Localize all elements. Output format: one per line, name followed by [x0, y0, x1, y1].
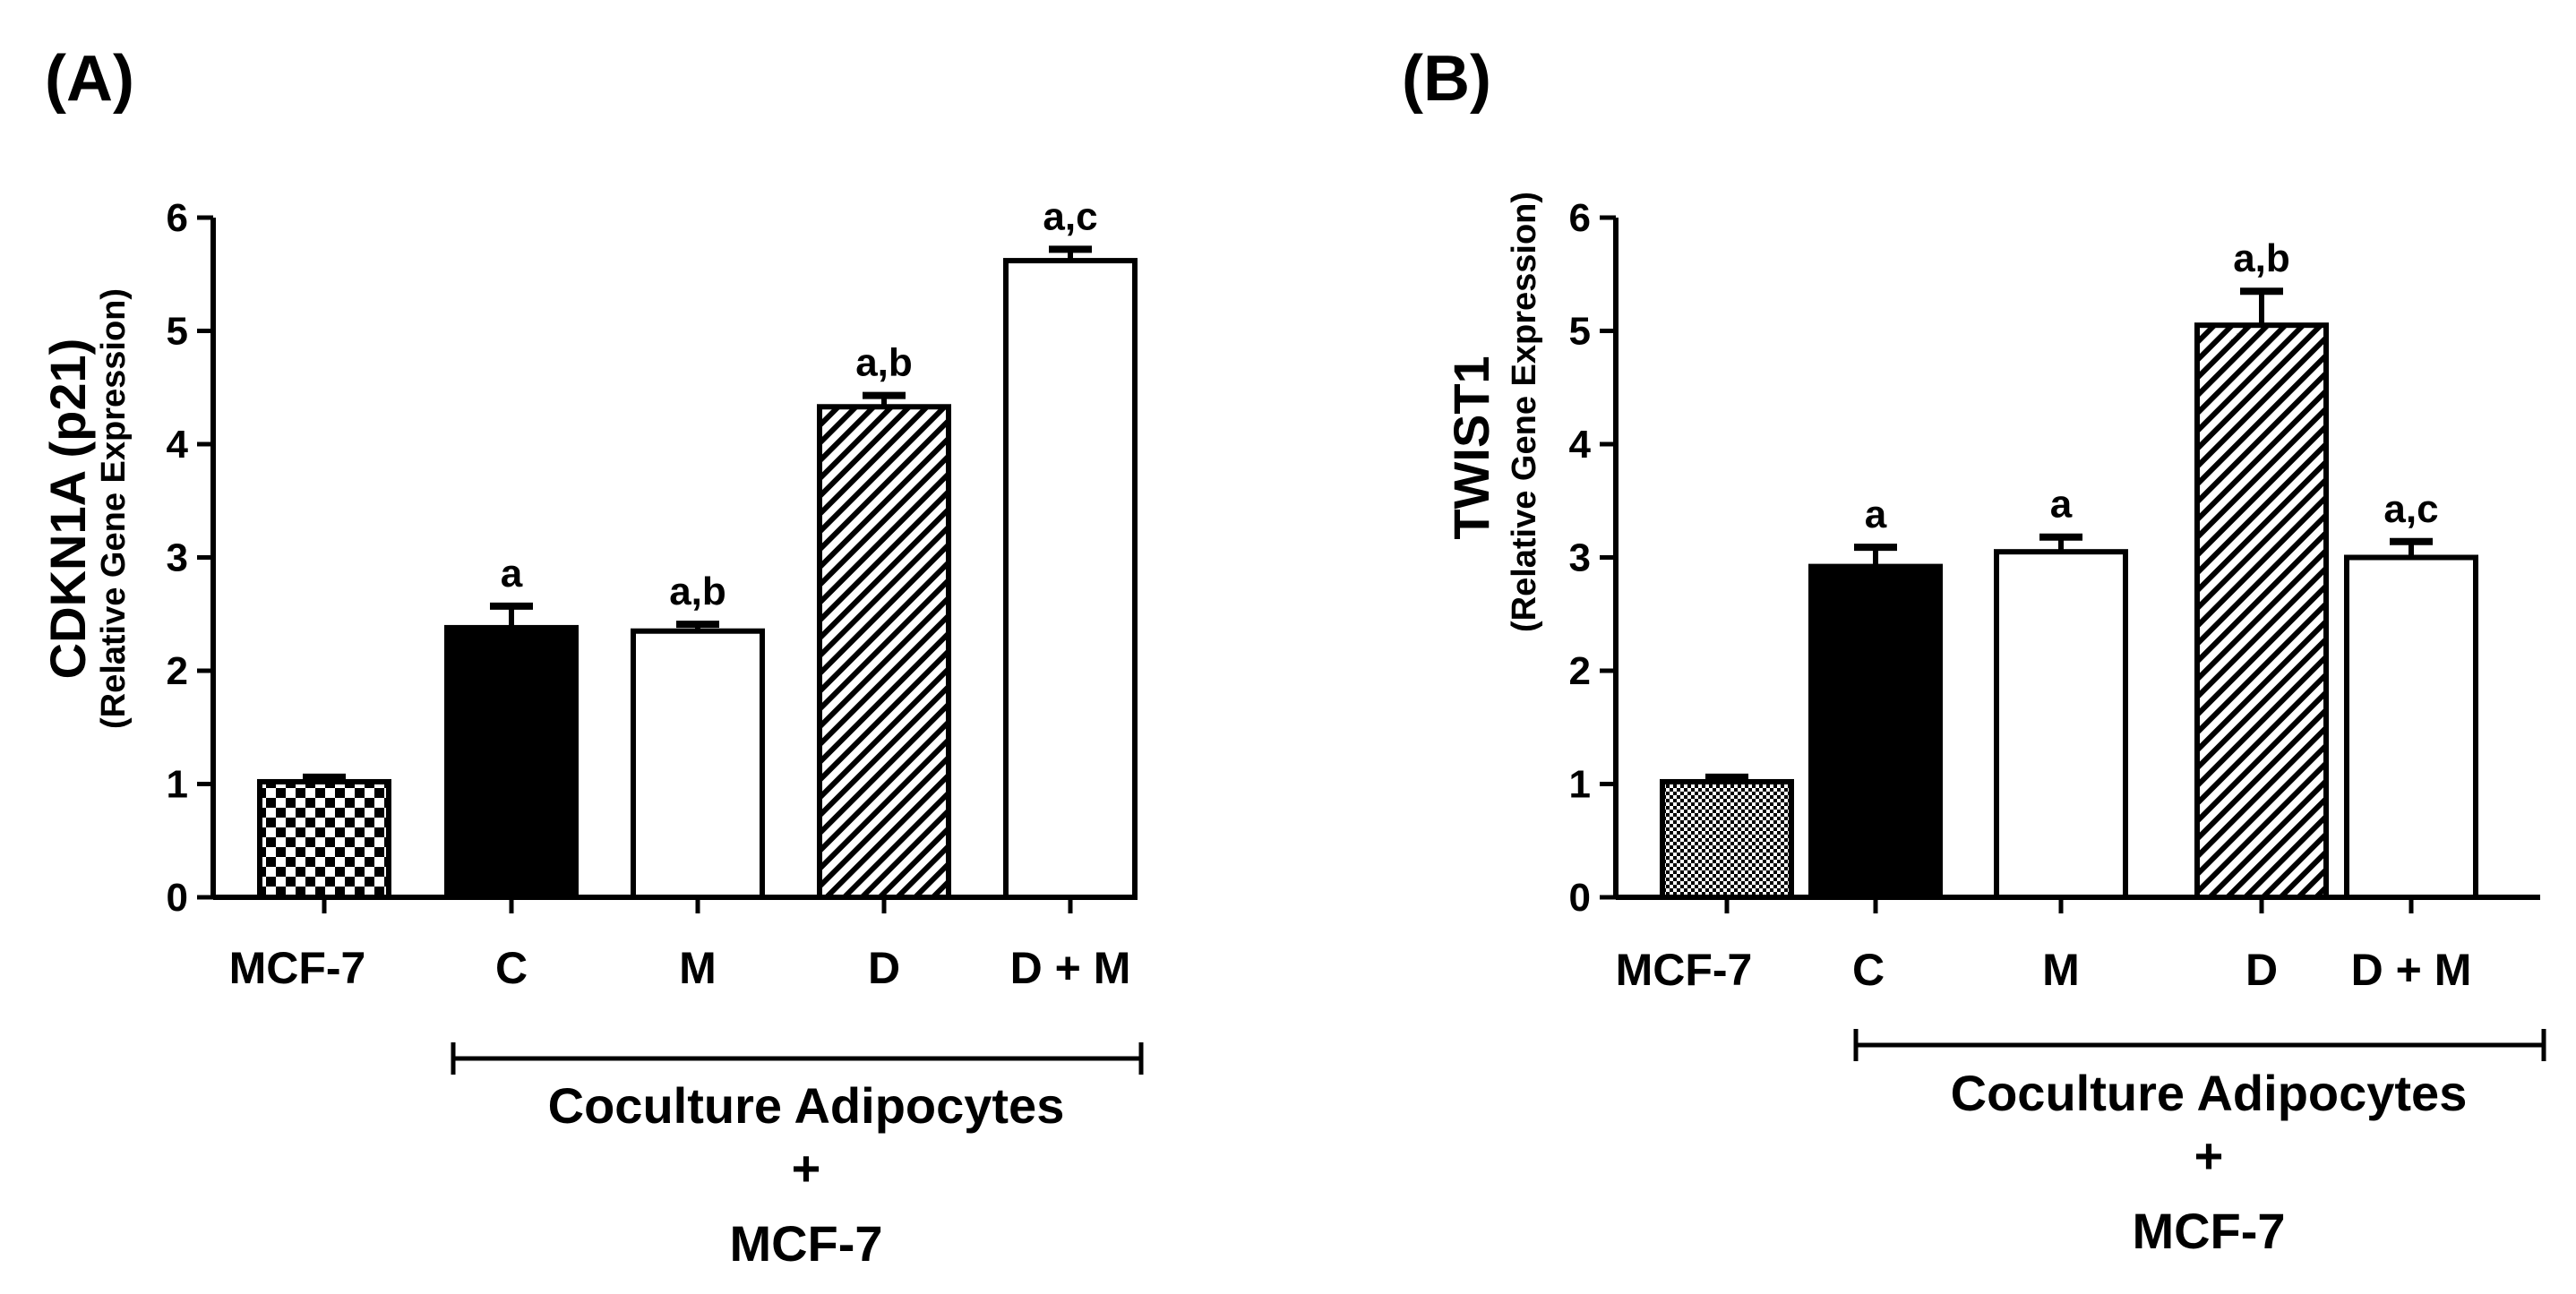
panel-b-category-label: M — [2042, 945, 2080, 995]
panel-b: (B) TWIST1 (Relative Gene Expression) 0 1… — [1402, 43, 2546, 1259]
panel-a-ytick-label: 4 — [167, 423, 189, 467]
panel-a-ytick-label: 5 — [167, 310, 188, 354]
panel-a-category-label: M — [679, 943, 717, 993]
panel-b-ylabel: TWIST1 (Relative Gene Expression) — [1443, 192, 1543, 632]
panel-b-bar-2 — [1994, 549, 2128, 900]
panel-a-sig-label: a,b — [855, 341, 913, 385]
panel-a: (A) CDKN1A (p21) (Relative Gene Expressi… — [39, 43, 1144, 1272]
panel-b-bar-3 — [2194, 322, 2329, 900]
panel-b-ytick-label: 6 — [1569, 196, 1591, 240]
panel-a-sig-label: a,b — [669, 570, 726, 613]
panel-a-ytick-label: 2 — [167, 649, 188, 693]
panel-b-category-label: MCF-7 — [1616, 945, 1753, 995]
panel-a-group-bracket: Coculture Adipocytes + MCF-7 — [451, 1042, 1144, 1272]
panel-b-bar-1 — [1808, 563, 1943, 900]
panel-b-category-label: C — [1852, 945, 1885, 995]
panel-b-sig-label: a,b — [2233, 236, 2290, 280]
panel-a-category-label: C — [495, 943, 528, 993]
panel-b-group-line-3: MCF-7 — [2132, 1203, 2285, 1259]
panel-a-sig-label: a — [501, 552, 523, 596]
panel-b-ytick-label: 2 — [1569, 649, 1591, 693]
panel-a-sig-label: a,c — [1043, 194, 1097, 238]
panel-a-bar-1 — [444, 624, 579, 900]
panel-b-category-label: D — [2245, 945, 2278, 995]
panel-b-group-bracket: Coculture Adipocytes + MCF-7 — [1853, 1029, 2546, 1259]
panel-a-bar-0 — [257, 778, 391, 900]
panel-a-label: (A) — [45, 43, 134, 115]
panel-b-ylabel-main: TWIST1 — [1443, 356, 1499, 539]
panel-b-ytick-label: 0 — [1569, 876, 1591, 920]
panel-b-ytick-label: 4 — [1569, 423, 1592, 467]
panel-a-group-line-2: + — [792, 1140, 821, 1196]
panel-a-bar-3 — [817, 404, 951, 900]
panel-a-category-label: D — [868, 943, 900, 993]
panel-a-ylabel-main: CDKN1A (p21) — [39, 338, 96, 680]
panel-b-plot: 0 1 2 3 4 5 6 MCF-7 a Ca Ma,b Da,c D + M — [1569, 196, 2540, 995]
panel-a-ytick-label: 1 — [167, 763, 188, 807]
panel-b-group-line-2: + — [2194, 1127, 2224, 1184]
panel-b-ytick-label: 3 — [1569, 536, 1591, 580]
panel-b-ylabel-sub: (Relative Gene Expression) — [1506, 192, 1543, 632]
panel-a-ylabel-sub: (Relative Gene Expression) — [95, 288, 133, 729]
panel-a-bar-4 — [1003, 258, 1138, 900]
panel-b-group-line-1: Coculture Adipocytes — [1951, 1065, 2468, 1121]
panel-a-ytick-label: 6 — [167, 196, 188, 240]
panel-b-category-label: D + M — [2351, 945, 2472, 995]
panel-b-bar-0 — [1660, 778, 1794, 900]
panel-a-group-line-3: MCF-7 — [729, 1215, 882, 1272]
panel-a-ytick-label: 3 — [167, 536, 188, 580]
panel-b-sig-label: a,c — [2383, 487, 2438, 531]
panel-a-group-line-1: Coculture Adipocytes — [548, 1077, 1065, 1134]
panel-b-ytick-label: 5 — [1569, 310, 1591, 354]
panel-b-ytick-label: 1 — [1569, 763, 1591, 807]
panel-a-bar-2 — [631, 628, 765, 900]
panel-a-plot: 0 1 2 3 4 5 6 MCF-7 a Ca,b Ma,b Da,c D + M — [167, 194, 1138, 993]
panel-a-category-label: D + M — [1010, 943, 1131, 993]
panel-b-label: (B) — [1402, 43, 1491, 115]
panel-a-ylabel: CDKN1A (p21) (Relative Gene Expression) — [39, 288, 133, 729]
panel-a-ytick-label: 0 — [167, 876, 188, 920]
panel-a-category-label: MCF-7 — [229, 943, 366, 993]
panel-b-bar-4 — [2344, 554, 2478, 900]
panel-b-sig-label: a — [1865, 493, 1887, 536]
panel-b-sig-label: a — [2050, 483, 2073, 527]
